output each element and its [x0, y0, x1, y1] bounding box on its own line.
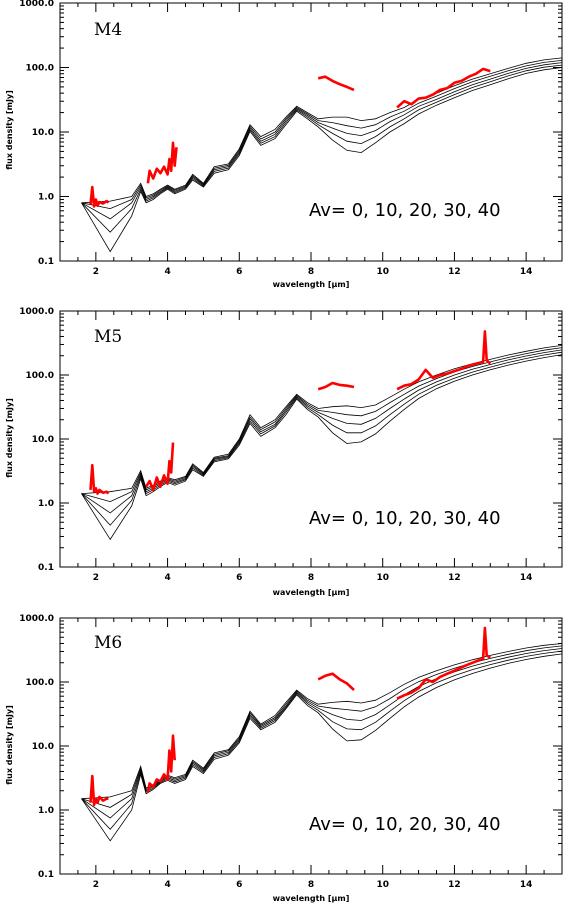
model-curve-av-30 — [81, 351, 563, 526]
observed-spectrum-segment — [396, 626, 491, 700]
panel-m6: M6 Av= 0, 10, 20, 30, 40 wavelength [μm]… — [5, 614, 563, 903]
x-axis-label: wavelength [μm] — [273, 588, 350, 597]
y-tick-label: 1000.0 — [19, 614, 54, 624]
x-tick-label: 14 — [520, 267, 533, 277]
y-tick-label: 10.0 — [32, 128, 54, 138]
y-axis-label: flux density [mJy] — [5, 90, 14, 170]
x-tick-label: 2 — [93, 573, 99, 583]
x-tick-label: 4 — [164, 573, 170, 583]
model-curve-av-10 — [81, 60, 563, 210]
x-tick-label: 6 — [236, 880, 242, 890]
observed-spectrum-segment — [146, 141, 178, 184]
model-curve-av-10 — [81, 347, 563, 503]
model-curve-av-0 — [81, 345, 563, 494]
y-tick-label: 100.0 — [26, 64, 54, 74]
y-tick-label: 100.0 — [26, 371, 54, 381]
model-curve-av-0 — [81, 643, 563, 800]
x-tick-label: 6 — [236, 573, 242, 583]
y-tick-label: 10.0 — [32, 742, 54, 752]
y-tick-label: 1000.0 — [19, 0, 54, 9]
x-tick-label: 14 — [520, 573, 533, 583]
x-tick-label: 6 — [236, 267, 242, 277]
observed-spectrum-segment — [396, 67, 491, 109]
x-tick-label: 14 — [520, 880, 533, 890]
x-tick-label: 10 — [376, 880, 389, 890]
x-tick-label: 8 — [308, 267, 314, 277]
x-tick-label: 12 — [448, 880, 461, 890]
x-tick-label: 12 — [448, 573, 461, 583]
x-tick-label: 2 — [93, 267, 99, 277]
x-tick-label: 2 — [93, 880, 99, 890]
y-axis-label: flux density [mJy] — [5, 705, 14, 785]
extinction-annotation: Av= 0, 10, 20, 30, 40 — [309, 508, 501, 529]
y-tick-label: 10.0 — [32, 435, 54, 445]
observed-spectrum-segment — [144, 442, 175, 492]
y-tick-label: 1000.0 — [19, 307, 54, 317]
model-curve-av-30 — [81, 64, 563, 233]
observed-spectrum-segment — [89, 463, 110, 495]
panel-m4: M4 Av= 0, 10, 20, 30, 40 wavelength [μm]… — [5, 0, 563, 289]
y-tick-label: 100.0 — [26, 678, 54, 688]
model-curve-av-40 — [81, 653, 563, 842]
x-tick-label: 10 — [376, 573, 389, 583]
plot-frame — [59, 2, 563, 262]
model-curve-av-20 — [81, 648, 563, 819]
panel-label: M5 — [94, 327, 122, 347]
observed-spectrum-segment — [89, 185, 110, 208]
model-curve-av-40 — [81, 67, 563, 253]
y-tick-label: 1.0 — [38, 806, 54, 816]
observed-spectrum-segment — [146, 734, 176, 793]
extinction-annotation: Av= 0, 10, 20, 30, 40 — [309, 200, 501, 221]
x-tick-label: 12 — [448, 267, 461, 277]
observed-spectrum-segment — [396, 330, 492, 391]
observed-spectrum-segment — [89, 774, 109, 807]
observed-spectrum-segment — [317, 672, 355, 691]
x-tick-label: 10 — [376, 267, 389, 277]
model-curve-av-0 — [81, 57, 563, 204]
y-tick-label: 0.1 — [38, 563, 54, 573]
x-tick-label: 4 — [164, 267, 170, 277]
observed-spectrum-segment — [317, 381, 355, 391]
y-axis-label: flux density [mJy] — [5, 398, 14, 478]
y-tick-label: 0.1 — [38, 870, 54, 880]
x-axis-label: wavelength [μm] — [273, 280, 350, 289]
panel-label: M6 — [94, 633, 122, 653]
x-tick-label: 8 — [308, 573, 314, 583]
extinction-annotation: Av= 0, 10, 20, 30, 40 — [309, 814, 501, 835]
y-tick-label: 0.1 — [38, 257, 54, 267]
x-tick-label: 4 — [164, 880, 170, 890]
panel-label: M4 — [94, 20, 122, 40]
observed-spectrum-segment — [317, 75, 355, 92]
x-axis-label: wavelength [μm] — [273, 894, 350, 903]
y-tick-label: 1.0 — [38, 193, 54, 203]
x-tick-label: 8 — [308, 880, 314, 890]
y-tick-label: 1.0 — [38, 499, 54, 509]
model-curve-av-20 — [81, 62, 563, 220]
panel-m5: M5 Av= 0, 10, 20, 30, 40 wavelength [μm]… — [5, 307, 563, 597]
